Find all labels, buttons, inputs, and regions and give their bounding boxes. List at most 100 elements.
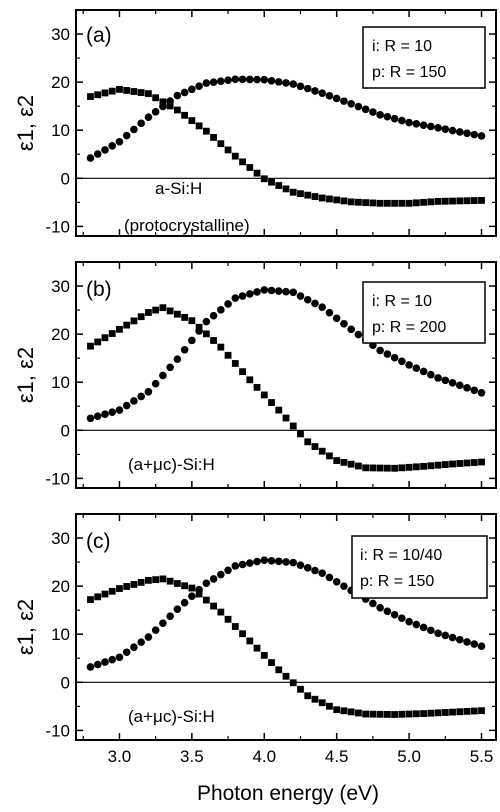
epsilon2-marker xyxy=(144,113,153,122)
epsilon2-marker xyxy=(188,592,196,601)
epsilon2-marker xyxy=(245,559,254,567)
y-tick-label: 10 xyxy=(51,121,70,140)
epsilon1-marker xyxy=(231,360,239,367)
epsilon2-marker xyxy=(122,131,131,140)
epsilon1-marker xyxy=(478,197,485,204)
epsilon1-marker xyxy=(152,306,160,314)
epsilon2-marker xyxy=(115,406,124,414)
epsilon2-marker xyxy=(93,660,102,669)
epsilon1-marker xyxy=(188,117,196,124)
epsilon1-marker xyxy=(420,462,427,470)
epsilon2-marker xyxy=(274,78,283,86)
epsilon2-marker xyxy=(318,303,327,312)
epsilon2-marker xyxy=(137,638,145,646)
epsilon2-marker xyxy=(144,633,153,641)
epsilon2-marker xyxy=(376,346,384,355)
epsilon1-marker xyxy=(449,708,456,716)
epsilon2-marker xyxy=(188,336,196,345)
panel-c-annotation-1: (a+μc)-Si:H xyxy=(128,707,215,726)
epsilon1-marker xyxy=(340,197,348,205)
panel-a-y-tick-labels: -10 0 10 20 30 xyxy=(45,25,70,236)
epsilon1-marker xyxy=(326,452,333,460)
epsilon1-marker xyxy=(326,702,333,710)
y-tick-label: 30 xyxy=(51,529,70,548)
epsilon2-marker xyxy=(224,76,232,85)
panel-c-marks xyxy=(86,556,486,718)
panel-c-ticks xyxy=(76,514,496,740)
epsilon1-marker xyxy=(217,140,225,148)
epsilon1-marker xyxy=(195,122,203,130)
epsilon1-marker xyxy=(239,158,246,166)
epsilon2-marker xyxy=(217,306,225,314)
epsilon2-marker xyxy=(434,124,442,132)
epsilon2-marker xyxy=(115,137,124,146)
epsilon1-marker xyxy=(456,197,464,205)
x-tick-label: 4.5 xyxy=(325,747,349,766)
epsilon2-marker xyxy=(405,361,413,369)
epsilon1-marker xyxy=(282,185,290,193)
epsilon1-marker xyxy=(275,182,283,189)
epsilon1-marker xyxy=(449,197,456,205)
panel-c-label: (c) xyxy=(86,530,111,553)
epsilon1-marker xyxy=(159,575,167,583)
epsilon2-marker xyxy=(332,578,341,586)
epsilon1-marker xyxy=(152,576,160,584)
epsilon2-marker xyxy=(448,126,457,135)
epsilon1-marker xyxy=(362,199,370,206)
epsilon1-marker xyxy=(101,89,109,97)
epsilon2-marker xyxy=(267,286,276,295)
epsilon2-marker xyxy=(122,401,131,410)
epsilon2-marker xyxy=(289,288,298,297)
panel-a-legend-box xyxy=(362,26,486,89)
epsilon1-marker xyxy=(470,197,478,204)
epsilon1-marker xyxy=(188,317,196,325)
epsilon2-marker xyxy=(238,560,247,569)
epsilon1-marker xyxy=(260,175,268,183)
epsilon1-marker xyxy=(181,582,189,590)
epsilon1-marker xyxy=(268,659,275,666)
epsilon1-marker xyxy=(347,460,355,468)
epsilon2-marker xyxy=(383,607,392,616)
panel-a-label: (a) xyxy=(86,24,112,47)
epsilon1-marker xyxy=(246,637,254,645)
epsilon2-marker xyxy=(144,388,153,396)
epsilon1-marker xyxy=(282,672,290,680)
epsilon1-marker xyxy=(470,707,478,715)
epsilon2-marker xyxy=(289,558,298,567)
panel-b-legend-line-2: p: R = 200 xyxy=(372,319,446,336)
epsilon1-marker xyxy=(123,583,131,590)
epsilon2-marker xyxy=(383,350,392,358)
epsilon2-marker xyxy=(318,569,327,577)
epsilon2-marker xyxy=(390,114,399,123)
epsilon1-marker xyxy=(405,199,413,207)
epsilon1-marker xyxy=(181,111,189,119)
epsilon2-marker xyxy=(412,620,421,629)
epsilon2-marker xyxy=(303,295,312,304)
x-tick-label: 4.0 xyxy=(252,747,276,766)
epsilon1-marker xyxy=(239,368,246,376)
epsilon2-marker xyxy=(412,120,421,128)
epsilon1-marker xyxy=(210,337,217,344)
epsilon1-marker xyxy=(202,127,210,135)
epsilon2-marker xyxy=(390,353,399,362)
epsilon2-marker xyxy=(130,397,138,405)
epsilon1-marker xyxy=(87,342,94,350)
panel-a-annotation-1: a-Si:H xyxy=(155,179,202,198)
panel-b-y-tick-labels: -10 0 10 20 30 xyxy=(45,277,70,488)
epsilon1-marker xyxy=(173,580,181,587)
panel-c-y-tick-labels: -10 0 10 20 30 xyxy=(45,529,70,740)
panel-a-legend-line-2: p: R = 150 xyxy=(372,64,446,81)
epsilon2-marker xyxy=(180,598,189,607)
panel-b-label: (b) xyxy=(86,278,112,301)
epsilon2-marker xyxy=(86,663,95,671)
epsilon1-marker xyxy=(130,317,138,325)
epsilon2-marker xyxy=(325,573,334,582)
epsilon2-marker xyxy=(173,605,182,614)
panel-b-frame xyxy=(75,261,497,489)
epsilon2-marker xyxy=(318,89,327,97)
y-tick-label: 0 xyxy=(61,169,70,188)
epsilon1-marker xyxy=(145,90,152,98)
epsilon2-marker xyxy=(173,91,182,100)
epsilon2-marker xyxy=(253,557,261,566)
epsilon1-marker xyxy=(94,593,102,601)
